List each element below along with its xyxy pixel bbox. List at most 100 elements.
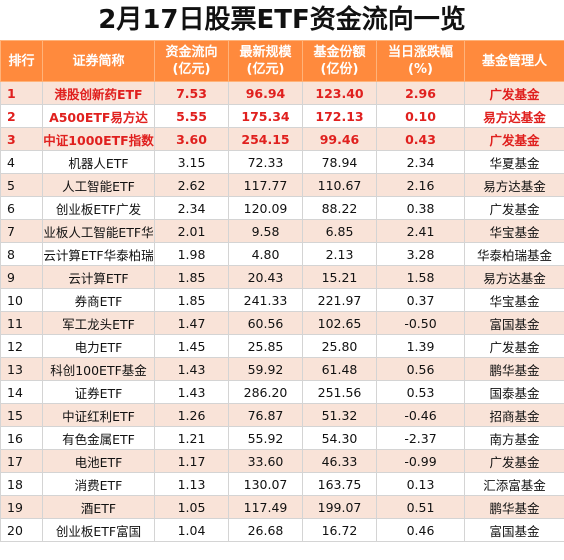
cell-share: 78.94 (302, 150, 377, 174)
cell-manager: 汇添富基金 (464, 472, 564, 496)
cell-name: 创业板ETF富国 (42, 518, 155, 542)
cell-change: 1.39 (376, 334, 465, 358)
cell-flow: 1.47 (154, 311, 229, 335)
cell-scale: 254.15 (228, 127, 303, 151)
cell-share: 123.40 (302, 81, 377, 105)
cell-rank: 20 (0, 518, 43, 542)
cell-flow: 2.01 (154, 219, 229, 243)
cell-flow: 1.13 (154, 472, 229, 496)
cell-manager: 鹏华基金 (464, 357, 564, 381)
cell-flow: 1.85 (154, 288, 229, 312)
table-row: 7 业板人工智能ETF华 2.01 9.58 6.85 2.41 华宝基金 (0, 219, 564, 243)
cell-scale: 20.43 (228, 265, 303, 289)
cell-manager: 华宝基金 (464, 219, 564, 243)
cell-share: 163.75 (302, 472, 377, 496)
table-row: 18 消费ETF 1.13 130.07 163.75 0.13 汇添富基金 (0, 472, 564, 496)
cell-share: 88.22 (302, 196, 377, 220)
cell-name: 中证1000ETF指数 (42, 127, 155, 151)
table-row: 2 A500ETF易方达 5.55 175.34 172.13 0.10 易方达基金 (0, 104, 564, 128)
table-row: 14 证券ETF 1.43 286.20 251.56 0.53 国泰基金 (0, 380, 564, 404)
cell-manager: 广发基金 (464, 334, 564, 358)
cell-rank: 7 (0, 219, 43, 243)
table-row: 16 有色金属ETF 1.21 55.92 54.30 -2.37 南方基金 (0, 426, 564, 450)
table-row: 3 中证1000ETF指数 3.60 254.15 99.46 0.43 广发基金 (0, 127, 564, 151)
cell-name: 创业板ETF广发 (42, 196, 155, 220)
cell-name: 证券ETF (42, 380, 155, 404)
cell-change: 2.16 (376, 173, 465, 197)
table-row: 8 云计算ETF华泰柏瑞 1.98 4.80 2.13 3.28 华泰柏瑞基金 (0, 242, 564, 266)
cell-flow: 2.34 (154, 196, 229, 220)
cell-name: 军工龙头ETF (42, 311, 155, 335)
cell-change: -0.99 (376, 449, 465, 473)
cell-change: -0.46 (376, 403, 465, 427)
table-row: 6 创业板ETF广发 2.34 120.09 88.22 0.38 广发基金 (0, 196, 564, 220)
table-row: 11 军工龙头ETF 1.47 60.56 102.65 -0.50 富国基金 (0, 311, 564, 335)
cell-scale: 120.09 (228, 196, 303, 220)
cell-manager: 广发基金 (464, 196, 564, 220)
cell-rank: 2 (0, 104, 43, 128)
table-row: 10 券商ETF 1.85 241.33 221.97 0.37 华宝基金 (0, 288, 564, 312)
cell-manager: 易方达基金 (464, 173, 564, 197)
cell-name: 电池ETF (42, 449, 155, 473)
cell-share: 15.21 (302, 265, 377, 289)
cell-flow: 1.45 (154, 334, 229, 358)
etf-flow-table: 排行 证券简称 资金流向 (亿元) 最新规模 (亿元) 基金份额 (亿份) 当日涨跌幅… (0, 40, 564, 542)
table-row: 19 酒ETF 1.05 117.49 199.07 0.51 鹏华基金 (0, 495, 564, 519)
cell-manager: 华泰柏瑞基金 (464, 242, 564, 266)
cell-manager: 易方达基金 (464, 265, 564, 289)
cell-scale: 60.56 (228, 311, 303, 335)
table-row: 17 电池ETF 1.17 33.60 46.33 -0.99 广发基金 (0, 449, 564, 473)
cell-scale: 117.77 (228, 173, 303, 197)
cell-manager: 广发基金 (464, 449, 564, 473)
cell-rank: 16 (0, 426, 43, 450)
cell-rank: 18 (0, 472, 43, 496)
cell-share: 110.67 (302, 173, 377, 197)
cell-change: 0.10 (376, 104, 465, 128)
cell-flow: 1.04 (154, 518, 229, 542)
cell-scale: 4.80 (228, 242, 303, 266)
page-title: 2月17日股票ETF资金流向一览 (98, 5, 466, 35)
cell-flow: 3.60 (154, 127, 229, 151)
header-change: 当日涨跌幅 (%) (376, 40, 465, 82)
cell-name: 云计算ETF华泰柏瑞 (42, 242, 155, 266)
cell-share: 221.97 (302, 288, 377, 312)
cell-scale: 26.68 (228, 518, 303, 542)
cell-change: 0.37 (376, 288, 465, 312)
cell-share: 51.32 (302, 403, 377, 427)
cell-manager: 富国基金 (464, 518, 564, 542)
cell-rank: 11 (0, 311, 43, 335)
cell-manager: 招商基金 (464, 403, 564, 427)
cell-rank: 3 (0, 127, 43, 151)
table-row: 4 机器人ETF 3.15 72.33 78.94 2.34 华夏基金 (0, 150, 564, 174)
cell-manager: 广发基金 (464, 81, 564, 105)
cell-name: 有色金属ETF (42, 426, 155, 450)
cell-manager: 南方基金 (464, 426, 564, 450)
cell-rank: 15 (0, 403, 43, 427)
cell-scale: 9.58 (228, 219, 303, 243)
cell-rank: 12 (0, 334, 43, 358)
cell-scale: 96.94 (228, 81, 303, 105)
cell-manager: 华夏基金 (464, 150, 564, 174)
cell-change: 1.58 (376, 265, 465, 289)
header-name: 证券简称 (42, 40, 155, 82)
cell-scale: 55.92 (228, 426, 303, 450)
cell-change: 0.38 (376, 196, 465, 220)
cell-manager: 易方达基金 (464, 104, 564, 128)
cell-name: 机器人ETF (42, 150, 155, 174)
cell-rank: 19 (0, 495, 43, 519)
cell-change: 0.13 (376, 472, 465, 496)
cell-share: 99.46 (302, 127, 377, 151)
cell-flow: 2.62 (154, 173, 229, 197)
table-header-row: 排行 证券简称 资金流向 (亿元) 最新规模 (亿元) 基金份额 (亿份) 当日涨跌幅… (0, 40, 564, 82)
cell-share: 46.33 (302, 449, 377, 473)
cell-share: 2.13 (302, 242, 377, 266)
table-row: 12 电力ETF 1.45 25.85 25.80 1.39 广发基金 (0, 334, 564, 358)
header-flow: 资金流向 (亿元) (154, 40, 229, 82)
cell-change: 0.43 (376, 127, 465, 151)
cell-change: 0.53 (376, 380, 465, 404)
header-manager: 基金管理人 (464, 40, 564, 82)
cell-flow: 1.85 (154, 265, 229, 289)
cell-rank: 14 (0, 380, 43, 404)
cell-manager: 富国基金 (464, 311, 564, 335)
cell-name: 业板人工智能ETF华 (42, 219, 155, 243)
